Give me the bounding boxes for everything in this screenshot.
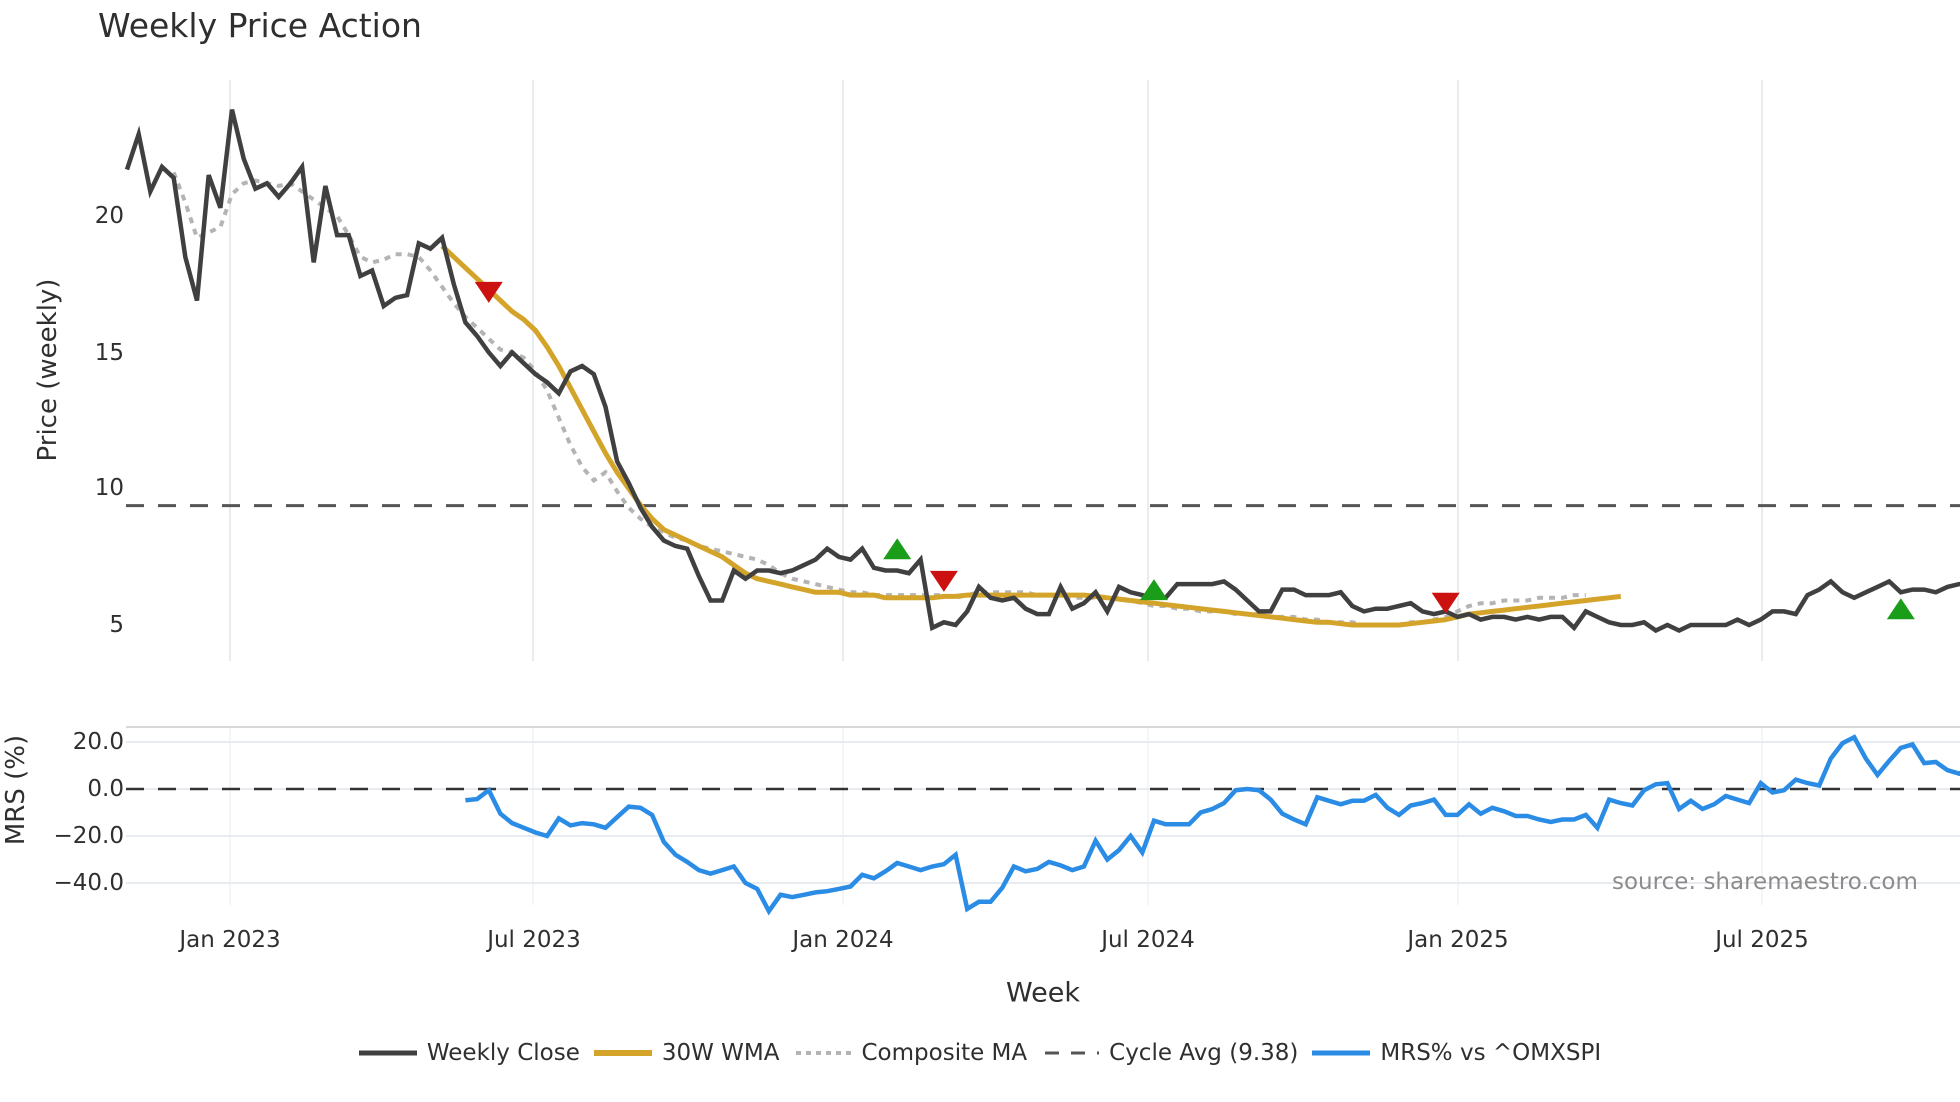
dashed-line-icon: [1045, 1051, 1100, 1055]
price-ytick: 15: [94, 340, 124, 366]
xtick-label: Jul 2024: [1101, 927, 1195, 953]
solid-line-icon: [593, 1050, 652, 1056]
solid-line-icon: [1312, 1050, 1371, 1056]
legend-label: MRS% vs ^OMXSPI: [1380, 1040, 1602, 1066]
legend-item-composite-ma[interactable]: Composite MA: [794, 1040, 1028, 1066]
price-ytick: 10: [94, 475, 124, 501]
buy-signal-marker: [1139, 579, 1168, 601]
xtick-label: Jan 2023: [179, 927, 281, 953]
sell-signal-marker: [1431, 592, 1460, 614]
xtick-label: Jul 2025: [1715, 927, 1809, 953]
legend-label: Cycle Avg (9.38): [1109, 1040, 1299, 1066]
legend-item-weekly-close[interactable]: Weekly Close: [358, 1040, 580, 1066]
dotted-line-icon: [795, 1051, 852, 1055]
mrs-ytick: −40.0: [53, 870, 124, 896]
x-axis-label: Week: [1006, 977, 1080, 1009]
mrs-ytick: 0.0: [87, 776, 124, 802]
legend-label: 30W WMA: [661, 1040, 780, 1066]
legend-item-mrs[interactable]: MRS% vs ^OMXSPI: [1312, 1040, 1601, 1066]
mrs-plot: [126, 734, 1960, 916]
chart-legend: Weekly Close 30W WMA Composite MA Cycle …: [0, 1040, 1960, 1066]
mrs-ytick: −20.0: [53, 823, 124, 849]
price-axis-label: Price (weekly): [33, 278, 63, 462]
sell-signal-marker: [929, 570, 958, 592]
chart-title: Weekly Price Action: [98, 6, 422, 45]
sell-signal-marker: [474, 281, 503, 303]
solid-line-icon: [358, 1050, 417, 1056]
source-attribution: source: sharemaestro.com: [1612, 869, 1918, 895]
mrs-ytick: 20.0: [72, 729, 124, 755]
legend-label: Weekly Close: [426, 1040, 580, 1066]
price-ytick: 20: [94, 203, 124, 229]
grid-lines: [126, 80, 1960, 905]
xtick-label: Jan 2024: [792, 927, 894, 953]
buy-signal-marker: [883, 538, 912, 560]
price-plot: [124, 109, 1960, 634]
price-ytick: 5: [109, 612, 124, 638]
legend-item-30w-wma[interactable]: 30W WMA: [593, 1040, 780, 1066]
legend-label: Composite MA: [861, 1040, 1028, 1066]
legend-item-cycle-avg[interactable]: Cycle Avg (9.38): [1041, 1040, 1298, 1066]
buy-signal-marker: [1886, 598, 1915, 620]
xtick-label: Jan 2025: [1407, 927, 1509, 953]
xtick-label: Jul 2023: [487, 927, 581, 953]
